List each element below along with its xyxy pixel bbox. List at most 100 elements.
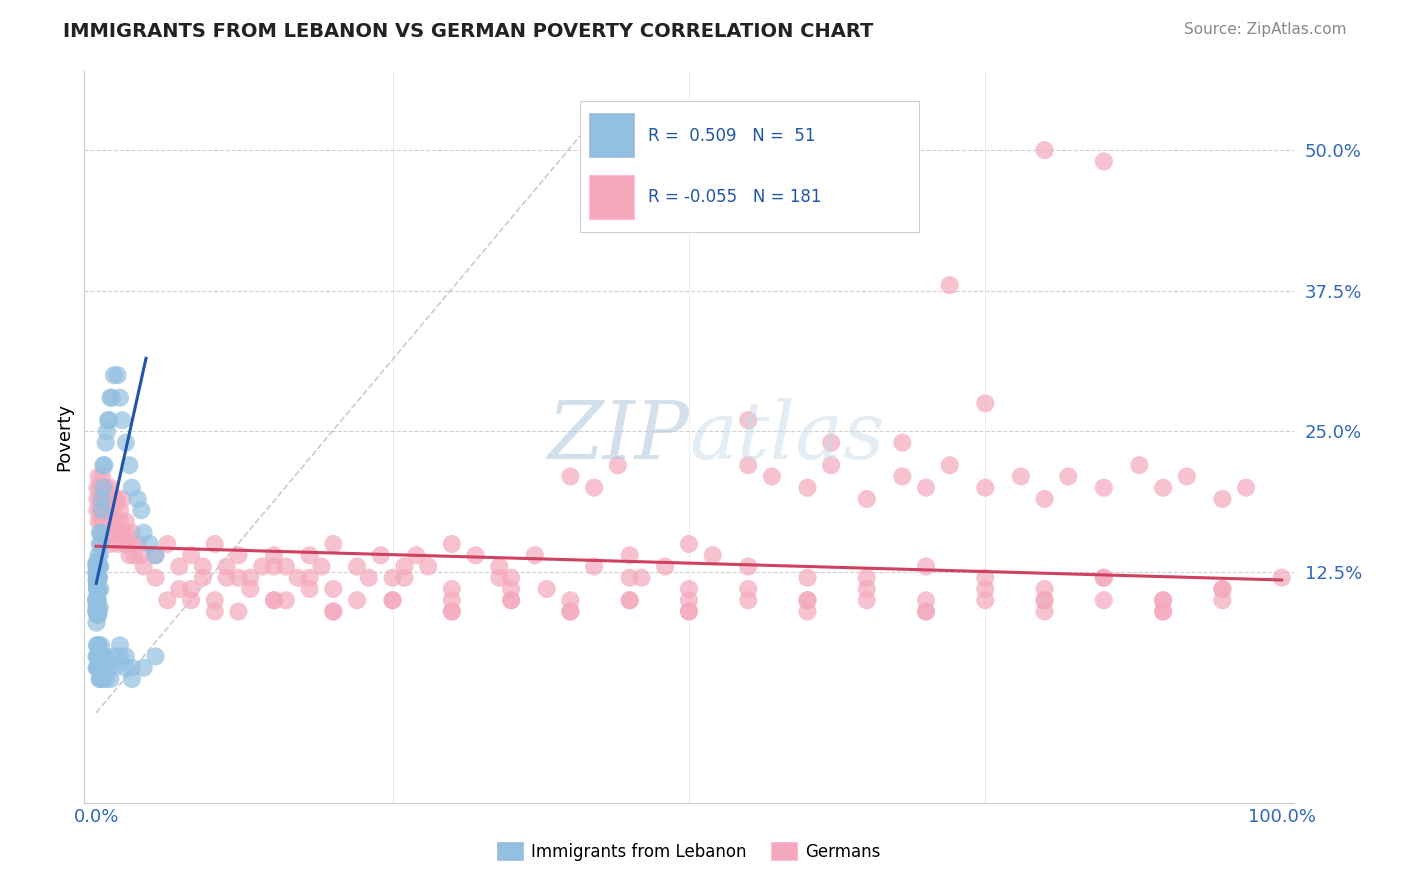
Point <box>974 396 997 410</box>
Point <box>100 515 122 529</box>
Point <box>1152 481 1174 495</box>
Point <box>94 649 117 664</box>
Point <box>394 571 416 585</box>
Point <box>501 593 523 607</box>
Point <box>111 413 134 427</box>
Point <box>91 672 114 686</box>
Text: atlas: atlas <box>689 399 884 475</box>
Point <box>322 605 344 619</box>
Point <box>87 649 110 664</box>
Point <box>86 579 108 593</box>
Point <box>86 661 108 675</box>
Point <box>322 605 344 619</box>
Point <box>86 556 108 570</box>
Point <box>87 469 110 483</box>
Point <box>1152 593 1174 607</box>
Point <box>100 672 122 686</box>
Point <box>1092 571 1115 585</box>
Point <box>108 391 131 405</box>
Point <box>121 537 143 551</box>
Legend: Immigrants from Lebanon, Germans: Immigrants from Lebanon, Germans <box>491 836 887 868</box>
Point <box>121 661 143 675</box>
Point <box>86 649 108 664</box>
Point <box>87 608 110 623</box>
Point <box>115 435 138 450</box>
Point <box>1175 469 1198 483</box>
Point <box>86 581 108 595</box>
Point <box>357 571 380 585</box>
Point <box>1211 593 1233 607</box>
Point <box>263 593 285 607</box>
Point <box>86 661 108 675</box>
Point <box>89 672 111 686</box>
Point <box>122 548 145 562</box>
Point <box>855 582 877 596</box>
Point <box>86 607 108 622</box>
Point <box>91 661 114 675</box>
Point <box>737 458 759 473</box>
Point <box>91 503 114 517</box>
Point <box>191 559 214 574</box>
Point <box>86 615 108 630</box>
Point <box>974 481 997 495</box>
Point <box>145 548 167 562</box>
Point <box>103 649 125 664</box>
Point <box>86 591 108 606</box>
Point <box>87 605 110 619</box>
Point <box>501 582 523 596</box>
Point <box>100 537 122 551</box>
Point <box>820 458 842 473</box>
Point <box>89 600 111 615</box>
Point <box>103 503 125 517</box>
Point <box>1152 605 1174 619</box>
Point <box>464 548 486 562</box>
Point <box>1033 605 1056 619</box>
Point <box>86 603 108 617</box>
Point <box>239 582 262 596</box>
Point <box>121 672 143 686</box>
Point <box>678 605 700 619</box>
Point <box>891 435 914 450</box>
Point <box>440 537 463 551</box>
Point <box>86 585 108 599</box>
Point <box>86 573 108 587</box>
Point <box>488 559 510 574</box>
Point <box>90 537 112 551</box>
Point <box>239 571 262 585</box>
Point <box>107 368 129 383</box>
Point <box>1033 491 1056 506</box>
Point <box>86 576 108 591</box>
Point <box>87 559 110 574</box>
Point <box>91 491 114 506</box>
Point <box>1211 582 1233 596</box>
Point <box>86 599 108 614</box>
Point <box>322 582 344 596</box>
Point <box>322 537 344 551</box>
Point <box>101 491 124 506</box>
Point <box>381 593 404 607</box>
Point <box>204 537 226 551</box>
Point <box>855 593 877 607</box>
Point <box>501 571 523 585</box>
Point <box>560 605 582 619</box>
Point <box>94 503 117 517</box>
Point <box>630 571 652 585</box>
Point <box>1010 469 1032 483</box>
Point <box>405 548 427 562</box>
Point <box>90 649 112 664</box>
Point <box>87 582 110 596</box>
Point <box>86 593 108 607</box>
Point <box>87 593 110 607</box>
Point <box>86 599 108 613</box>
Point <box>796 593 818 607</box>
Text: IMMIGRANTS FROM LEBANON VS GERMAN POVERTY CORRELATION CHART: IMMIGRANTS FROM LEBANON VS GERMAN POVERT… <box>63 22 873 41</box>
Point <box>619 593 641 607</box>
Point <box>86 571 108 585</box>
Point <box>89 503 111 517</box>
Point <box>87 649 110 664</box>
Point <box>108 638 131 652</box>
Point <box>370 548 392 562</box>
Point <box>440 593 463 607</box>
Point <box>915 593 938 607</box>
Point <box>796 605 818 619</box>
